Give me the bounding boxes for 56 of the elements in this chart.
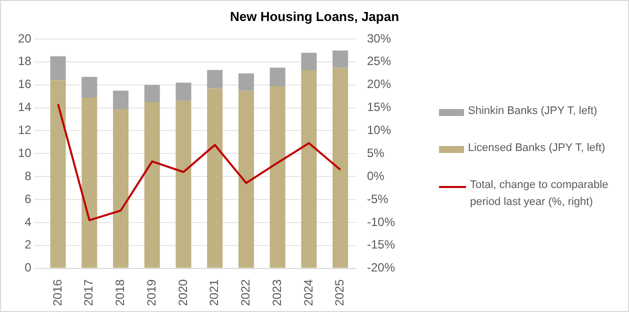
y2-tick-label: -10% [366,214,396,229]
y-tick-label: 10 [18,146,32,160]
y2-tick-label: 25% [366,54,392,68]
legend-label: Shinkin Banks (JPY T, left) [468,104,598,119]
y2-tick-label: 0% [366,168,385,183]
y2-tick-label: 10% [366,123,392,138]
bar [144,102,160,268]
y-tick-label: 14 [18,100,32,114]
bar [207,70,223,88]
bar [207,88,223,268]
x-tick-label: 2016 [50,278,64,306]
y-tick-label: 8 [24,168,32,183]
bar [301,52,317,70]
bar [238,90,254,268]
bar [50,56,66,80]
x-tick-label: 2017 [82,278,96,306]
bar [112,90,129,109]
bar [82,97,98,268]
bar [144,84,160,102]
y-tick-label: 2 [24,238,32,252]
bar [82,76,98,98]
bar [270,68,286,86]
y2-tick-label: -5% [366,192,389,206]
y-tick-label: 4 [24,214,32,229]
y-tick-label: 20 [18,31,32,46]
x-tick-label: 2018 [113,278,128,306]
bar [176,100,192,268]
y2-tick-label: 20% [366,77,392,92]
bar [50,80,66,268]
y-tick-label: 12 [18,123,32,138]
x-tick-label: 2023 [270,278,284,306]
y-tick-label: 18 [18,54,32,68]
bar [332,68,348,268]
bar [332,50,348,68]
bar [238,73,254,91]
x-tick-label: 2019 [144,278,158,306]
legend-label: Licensed Banks (JPY T, left) [468,141,606,156]
y2-tick-label: 5% [366,146,385,160]
y2-tick-label: 30% [366,31,392,46]
x-tick-label: 2022 [238,278,253,306]
y2-tick-label: 15% [366,100,392,114]
bar [176,82,192,101]
bar [301,70,317,268]
x-tick-label: 2021 [207,278,222,306]
y2-tick-label: -15% [366,238,396,252]
x-tick-label: 2020 [176,278,190,306]
y-tick-label: 6 [24,192,32,206]
y2-tick-label: -20% [366,260,396,275]
y-tick-label: 16 [18,77,32,92]
x-tick-label: 2024 [301,278,316,306]
x-tick-label: 2025 [332,278,347,306]
y-tick-label: 0 [24,260,32,275]
legend-label: Total, change to comparable period last year (%, right) [470,178,610,210]
bar [112,108,129,268]
chart-title: New Housing Loans, Japan [228,9,400,24]
bar [270,86,286,268]
